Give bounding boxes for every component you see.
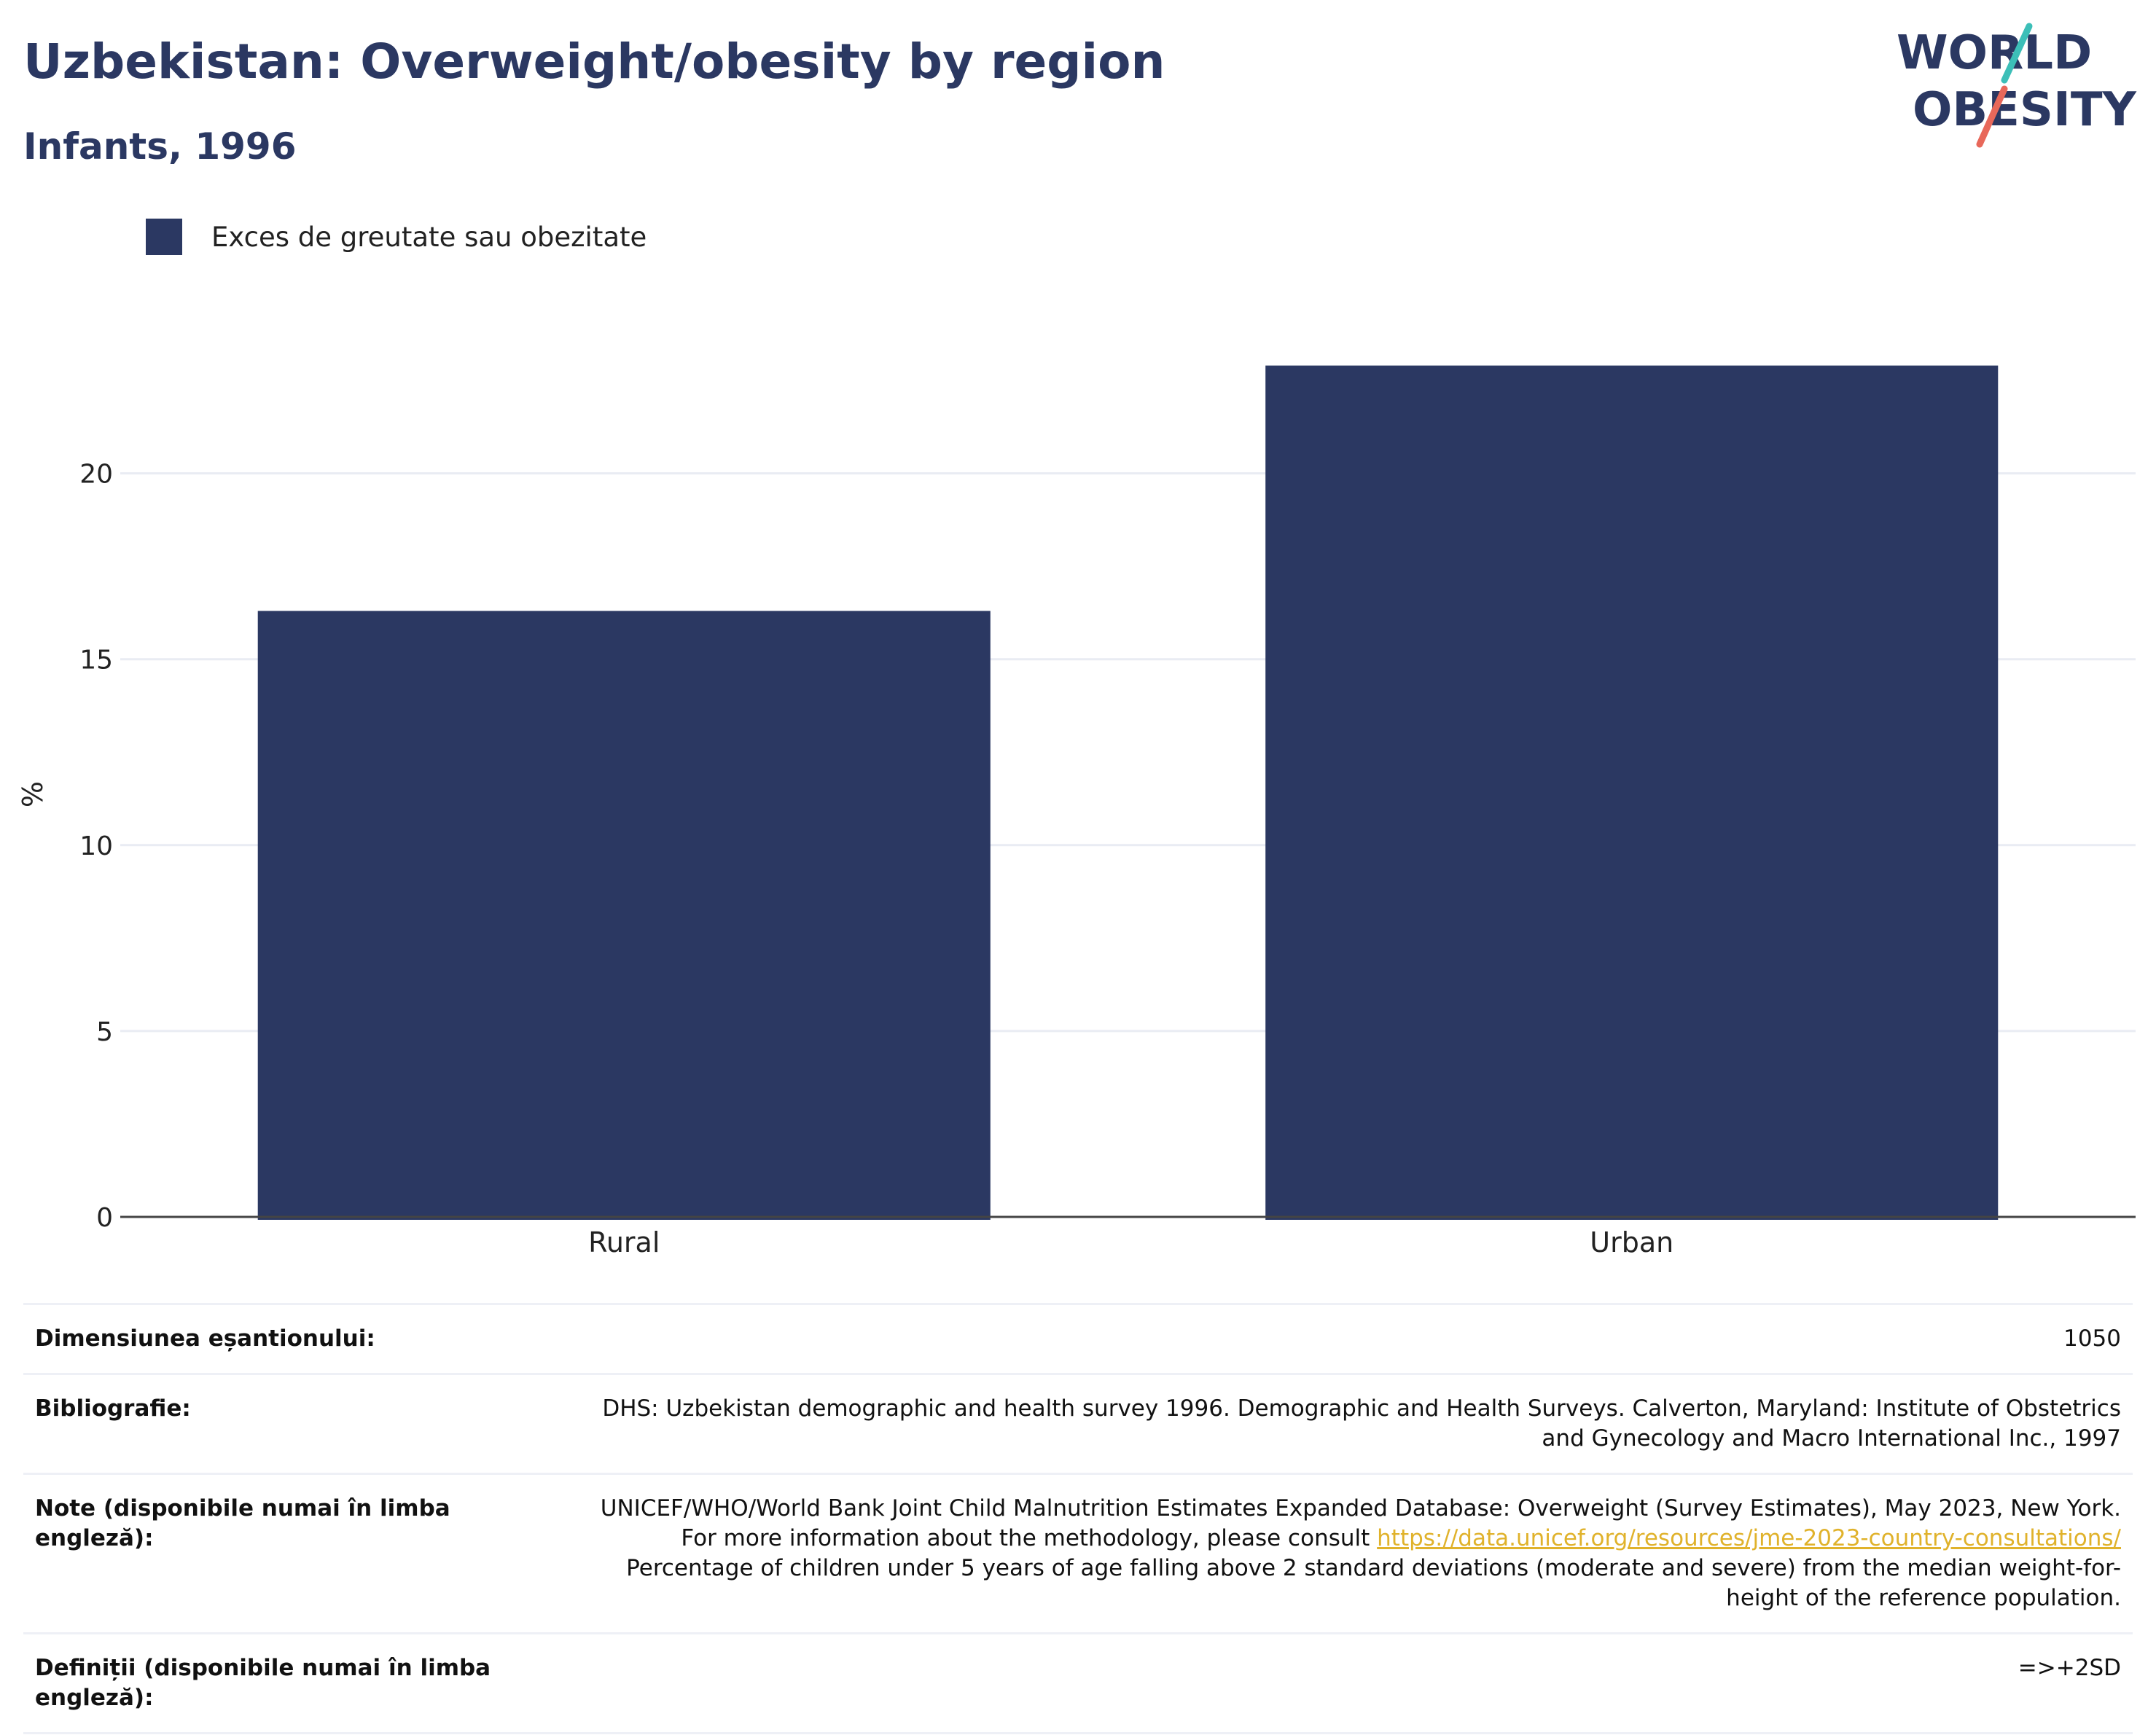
y-tick-label: 20 [79,460,113,490]
chart-subtitle: Infants, 1996 [23,125,297,168]
info-row-notes: Note (disponibile numai în limba engleză… [23,1473,2133,1634]
y-tick-label: 10 [79,831,113,861]
legend-label: Exces de greutate sau obezitate [211,221,647,253]
bars [257,365,1999,1220]
y-tick-label: 5 [96,1017,113,1047]
legend-swatch [146,219,182,255]
bibliography-value: DHS: Uzbekistan demographic and health s… [602,1395,2121,1452]
x-tick-label-rural: Rural [588,1226,660,1258]
bar-urban [1265,365,1999,1220]
bibliography-label: Bibliografie: [35,1395,191,1422]
bar-chart: 0 5 10 15 20 Rural Urban % [17,365,2136,1258]
notes-text-before: UNICEF/WHO/World Bank Joint Child Malnut… [600,1495,2121,1551]
logo-slash-top [2001,23,2033,84]
notes-link[interactable]: https://data.unicef.org/resources/jme-20… [1377,1525,2121,1551]
chart-title: Uzbekistan: Overweight/obesity by region [23,34,1165,90]
logo-line-1: WORLD [1897,26,2092,80]
y-axis-title: % [17,781,49,807]
logo-line-2: OBESITY [1913,83,2136,137]
notes-value: UNICEF/WHO/World Bank Joint Child Malnut… [557,1474,2133,1634]
sample-size-value: 1050 [2063,1325,2121,1352]
chart-legend[interactable]: Exces de greutate sau obezitate [146,219,647,255]
world-obesity-logo: WORLD OBESITY [1897,23,2136,148]
y-tick-label: 15 [79,646,113,675]
y-tick-label: 0 [96,1203,113,1233]
info-row-bibliography: Bibliografie: DHS: Uzbekistan demographi… [23,1374,2133,1474]
x-tick-labels: Rural Urban [588,1226,1673,1258]
definitions-value: =>+2SD [2018,1655,2121,1681]
notes-label: Note (disponibile numai în limba engleză… [35,1495,450,1551]
info-table: Dimensiunea eșantionului: 1050 Bibliogra… [23,1303,2133,1734]
x-tick-label-urban: Urban [1590,1226,1673,1258]
y-tick-labels: 0 5 10 15 20 [79,460,113,1233]
logo-slash-bottom [1976,85,2008,148]
info-row-sample-size: Dimensiunea eșantionului: 1050 [23,1304,2133,1374]
definitions-label: Definiții (disponibile numai în limba en… [35,1655,491,1711]
info-row-definitions: Definiții (disponibile numai în limba en… [23,1633,2133,1734]
sample-size-label: Dimensiunea eșantionului: [35,1325,375,1352]
bar-rural [257,611,991,1220]
notes-text-after: Percentage of children under 5 years of … [626,1555,2121,1611]
